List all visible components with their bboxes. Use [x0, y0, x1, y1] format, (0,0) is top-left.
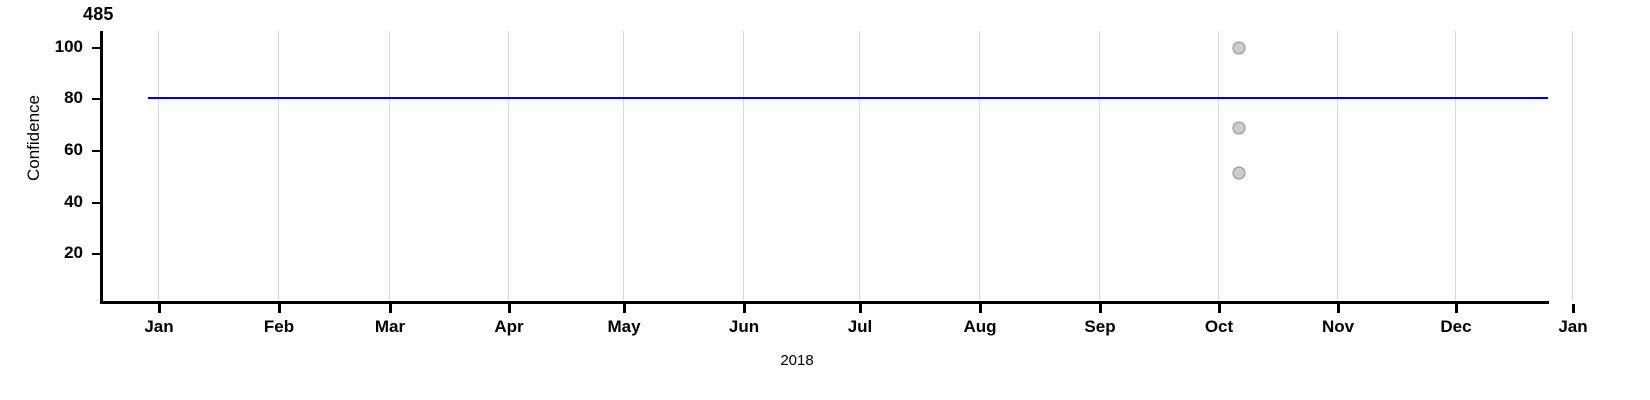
gridline	[1572, 31, 1573, 301]
y-axis-tick-label: 100	[54, 37, 83, 56]
x-axis-tick-label: Jan	[144, 317, 174, 336]
x-axis-tick	[979, 304, 982, 313]
x-axis-title: 2018	[0, 352, 1650, 369]
gridline	[979, 31, 980, 301]
y-axis-tick-label: 40	[64, 192, 83, 211]
x-axis-tick	[389, 304, 392, 313]
x-axis-tick-label: Feb	[263, 317, 295, 336]
x-axis-tick	[278, 304, 281, 313]
gridline	[623, 31, 624, 301]
y-axis-tick-label: 80	[64, 88, 83, 107]
gridline	[1099, 31, 1100, 301]
x-axis-tick	[158, 304, 161, 313]
gridline	[508, 31, 509, 301]
x-axis-tick	[1099, 304, 1102, 313]
data-point	[1232, 166, 1246, 180]
panel-label: 485	[83, 4, 114, 24]
x-axis-tick	[1572, 304, 1575, 313]
x-axis-tick	[1218, 304, 1221, 313]
confidence-threshold-line	[148, 97, 1548, 99]
data-point	[1232, 121, 1246, 135]
x-axis-tick	[859, 304, 862, 313]
y-axis-title: Confidence	[24, 95, 43, 182]
y-axis-tick-label: 60	[64, 140, 83, 159]
x-axis-tick	[1455, 304, 1458, 313]
x-axis-line	[100, 301, 1549, 304]
x-axis-title-text: 2018	[780, 352, 814, 369]
x-axis-tick	[743, 304, 746, 313]
x-axis-tick-label: Oct	[1204, 317, 1234, 336]
y-axis-tick	[92, 47, 101, 49]
x-axis-tick-label: Sep	[1084, 317, 1116, 336]
data-point	[1232, 41, 1246, 55]
x-axis-tick-label: Jun	[728, 317, 760, 336]
gridline	[1455, 31, 1456, 301]
gridline	[158, 31, 159, 301]
y-axis-tick	[92, 98, 101, 100]
x-axis-tick-label: Jan	[1558, 317, 1588, 336]
x-axis-tick	[1337, 304, 1340, 313]
x-axis-tick-label: Jul	[847, 317, 873, 336]
x-axis-tick-label: May	[607, 317, 641, 336]
x-axis-tick-label: Aug	[963, 317, 997, 336]
y-axis-tick	[92, 253, 101, 255]
y-axis-line	[100, 31, 103, 301]
x-axis-tick	[623, 304, 626, 313]
x-axis-tick-label: Nov	[1321, 317, 1355, 336]
y-axis-tick	[92, 202, 101, 204]
x-axis-tick-label: Mar	[374, 317, 406, 336]
gridline	[859, 31, 860, 301]
y-axis-tick-label: 20	[64, 243, 83, 262]
x-axis-tick-label: Apr	[494, 317, 524, 336]
gridline	[1218, 31, 1219, 301]
gridline	[278, 31, 279, 301]
x-axis-tick	[508, 304, 511, 313]
gridline	[389, 31, 390, 301]
x-axis-tick-label: Dec	[1440, 317, 1472, 336]
gridline	[743, 31, 744, 301]
y-axis-tick	[92, 150, 101, 152]
gridline	[1337, 31, 1338, 301]
